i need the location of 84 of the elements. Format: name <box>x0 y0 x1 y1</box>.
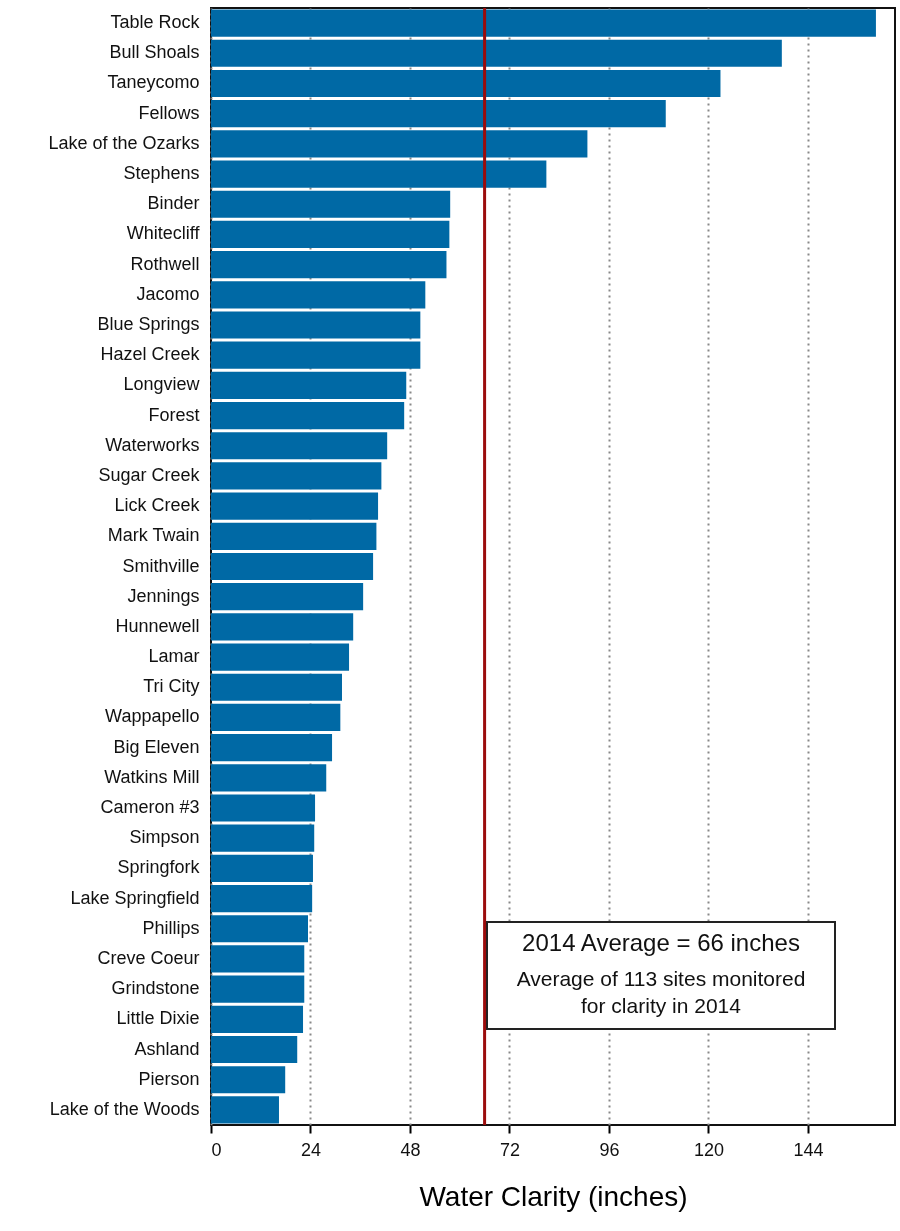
y-tick-label: Jacomo <box>136 283 200 304</box>
bar <box>211 885 313 913</box>
y-tick-label: Little Dixie <box>116 1008 200 1029</box>
bar <box>211 160 547 188</box>
ref-line-label: 2014 Average = 66 inches <box>521 929 801 957</box>
bar <box>211 915 308 943</box>
bar <box>211 432 388 460</box>
y-tick-label: Hunnewell <box>115 615 200 636</box>
bar <box>211 251 447 279</box>
y-tick-label: Taneycomo <box>107 72 200 93</box>
bar <box>211 794 316 822</box>
y-tick-label: Springfork <box>117 857 201 878</box>
bar <box>211 341 421 369</box>
y-tick-label: Fellows <box>138 102 200 123</box>
y-tick-label: Binder <box>147 193 200 214</box>
y-tick-label: Stephens <box>123 163 200 184</box>
y-tick-label: Wappapello <box>105 706 200 727</box>
annotation: Average of 113 sites monitored for clarity in 2014 <box>515 966 807 1020</box>
bar <box>211 130 588 158</box>
y-tick-label: Table Rock <box>110 12 201 33</box>
bar <box>211 854 313 882</box>
bar <box>211 613 354 641</box>
bar <box>211 975 305 1003</box>
bar <box>211 522 377 550</box>
x-tick-label: 72 <box>499 1139 520 1160</box>
bar <box>211 371 407 399</box>
bar <box>211 734 333 762</box>
y-tick-label: Mark Twain <box>107 525 200 546</box>
bar <box>211 1096 279 1124</box>
y-tick-label: Pierson <box>138 1068 200 1089</box>
x-tick-label: 96 <box>599 1139 620 1160</box>
bar <box>211 220 450 248</box>
y-tick-label: Lick Creek <box>114 495 201 516</box>
y-tick-label: Lamar <box>148 646 200 667</box>
y-tick-label: Whitecliff <box>126 223 201 244</box>
bar <box>211 281 426 309</box>
bar <box>211 824 315 852</box>
bar <box>211 1066 286 1094</box>
y-tick-label: Tri City <box>143 676 200 697</box>
bar <box>211 492 379 520</box>
bar <box>211 764 327 792</box>
y-tick-label: Big Eleven <box>113 736 200 757</box>
y-tick-label: Hazel Creek <box>100 344 201 365</box>
y-tick-label: Smithville <box>122 555 200 576</box>
y-tick-label: Waterworks <box>105 434 200 455</box>
bar <box>211 39 782 67</box>
bar <box>211 552 374 581</box>
bar <box>211 100 666 128</box>
x-axis-title: Water Clarity (inches) <box>419 1180 688 1212</box>
bar <box>211 69 721 98</box>
bar <box>211 401 405 430</box>
x-tick-label: 0 <box>211 1139 222 1160</box>
y-tick-label: Rothwell <box>130 253 200 274</box>
bar <box>211 583 364 611</box>
bar <box>211 311 421 339</box>
bar <box>211 945 305 973</box>
y-tick-label: Jennings <box>127 585 200 606</box>
y-tick-label: Blue Springs <box>97 313 200 334</box>
y-tick-label: Lake of the Ozarks <box>48 132 200 153</box>
x-tick-label: 48 <box>400 1139 421 1160</box>
bar <box>211 190 451 218</box>
bar <box>211 643 350 671</box>
y-tick-label: Forest <box>148 404 200 425</box>
bar <box>211 462 382 490</box>
bar <box>211 9 876 37</box>
y-tick-label: Lake Springfield <box>70 887 200 908</box>
y-tick-label: Cameron #3 <box>100 797 200 818</box>
bar <box>211 703 341 732</box>
y-tick-label: Bull Shoals <box>109 42 200 63</box>
y-tick-label: Creve Coeur <box>97 947 200 968</box>
y-tick-label: Sugar Creek <box>98 464 201 485</box>
x-tick-label: 120 <box>693 1139 724 1160</box>
y-tick-label: Phillips <box>142 917 200 938</box>
x-tick-label: 144 <box>793 1139 824 1160</box>
bar <box>211 1035 298 1064</box>
x-tick-label: 24 <box>300 1139 322 1160</box>
bar <box>211 673 342 701</box>
y-tick-label: Simpson <box>129 827 200 848</box>
y-tick-label: Longview <box>123 374 201 395</box>
y-tick-label: Watkins Mill <box>104 766 200 787</box>
bar <box>211 1005 304 1033</box>
y-tick-label: Ashland <box>134 1038 200 1059</box>
y-tick-label: Grindstone <box>111 978 200 999</box>
y-tick-label: Lake of the Woods <box>49 1098 200 1119</box>
